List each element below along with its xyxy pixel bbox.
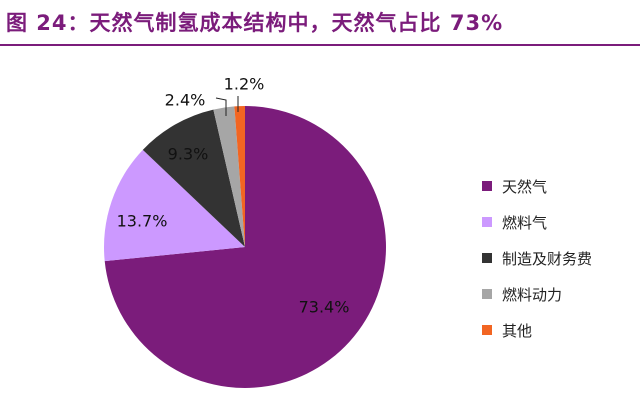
data-label-3: 2.4%: [165, 91, 206, 110]
legend-item-1: 燃料气: [482, 204, 592, 240]
leader-line-3: [215, 97, 227, 116]
pie-slice-2: [142, 109, 245, 247]
legend-swatch-4: [482, 325, 492, 335]
data-label-2: 9.3%: [168, 145, 209, 164]
legend-label-1: 燃料气: [502, 213, 548, 232]
legend-label-3: 燃料动力: [502, 285, 563, 304]
legend: 天然气燃料气制造及财务费 燃料动力其他: [482, 168, 592, 348]
legend-swatch-1: [482, 217, 492, 227]
chart-title: 图 24：天然气制氢成本结构中，天然气占比 73%: [6, 11, 504, 35]
title-divider: [0, 44, 640, 46]
data-label-1: 13.7%: [117, 212, 168, 231]
legend-item-0: 天然气: [482, 168, 592, 204]
data-label-0: 73.4%: [299, 298, 350, 317]
legend-label-2: 制造及财务费: [502, 249, 593, 268]
legend-label-4: 其他: [502, 321, 533, 340]
pie-slice-1: [103, 149, 245, 262]
data-label-4: 1.2%: [224, 75, 265, 94]
pie-slice-0: [104, 106, 386, 388]
pie-slice-3: [213, 106, 245, 248]
legend-item-2: 制造及财务费: [482, 240, 592, 276]
legend-swatch-2: [482, 253, 492, 263]
legend-item-4: 其他: [482, 312, 592, 348]
legend-swatch-3: [482, 289, 492, 299]
legend-label-0: 天然气: [502, 177, 548, 196]
legend-item-3: 燃料动力: [482, 276, 592, 312]
pie-slice-4: [234, 106, 245, 247]
legend-swatch-0: [482, 181, 492, 191]
